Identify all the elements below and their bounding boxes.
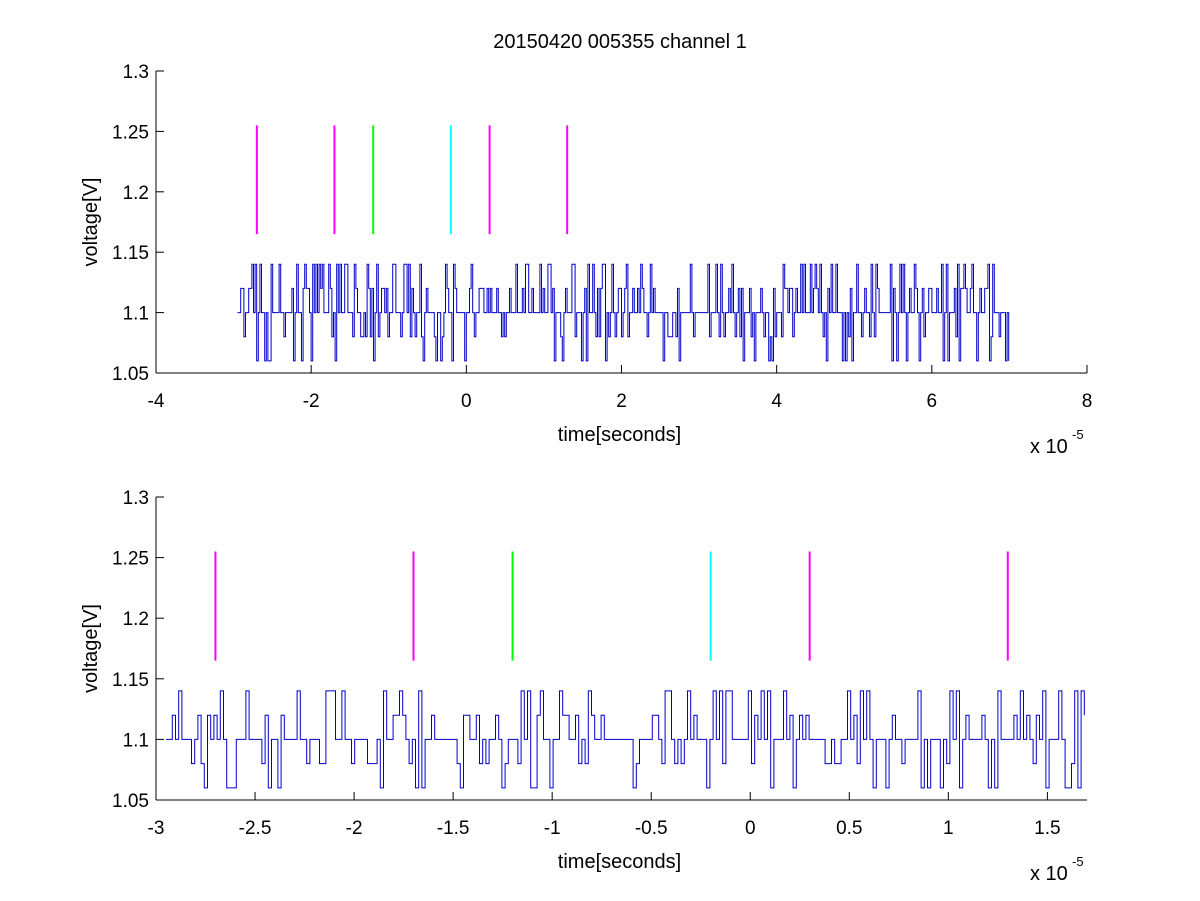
x-tick-label: -2 [346,818,363,839]
y-tick-label: 1.1 [123,304,149,325]
x-tick-label: 0 [461,391,472,412]
y-tick-label: 1.2 [123,183,149,204]
x-tick-label: 4 [771,391,782,412]
y-tick-label: 1.05 [112,364,149,385]
x-tick-label: 2 [616,391,627,412]
x-exponent-label: x 10 [1030,436,1068,458]
x-exponent-label: x 10 [1030,863,1068,885]
x-tick-label: -2.5 [239,818,272,839]
y-tick-label: 1.05 [112,791,149,812]
y-tick-label: 1.2 [123,609,149,630]
x-tick-label: -0.5 [635,818,668,839]
top-plot: 1.05 1.1 1.15 1.2 1.25 1.3 -4 -2 0 2 4 6 8 time[secon… [80,62,1092,458]
y-axis-label: voltage[V] [80,178,102,267]
y-tick-label: 1.25 [112,549,149,570]
y-tick-label: 1.1 [123,730,149,751]
x-tick-label: -4 [148,391,165,412]
y-tick-label: 1.15 [112,243,149,264]
x-tick-label: -2 [303,391,320,412]
x-tick-label: 1.5 [1034,818,1060,839]
x-tick-label: 8 [1082,391,1093,412]
y-tick-label: 1.3 [123,488,149,509]
x-exponent-power: -5 [1072,854,1084,869]
x-exponent-power: -5 [1072,427,1084,442]
y-tick-label: 1.25 [112,122,149,143]
x-tick-label: -1 [544,818,561,839]
figure-title: 20150420 005355 channel 1 [493,31,747,53]
x-tick-label: 0.5 [836,818,862,839]
x-tick-label: -1.5 [437,818,470,839]
x-tick-label: 6 [927,391,938,412]
x-tick-label: 0 [745,818,756,839]
signal-trace [237,263,1010,362]
signal-trace [165,690,1085,789]
x-axis-label: time[seconds] [558,424,681,446]
x-tick-label: -3 [148,818,165,839]
x-tick-label: 1 [943,818,954,839]
y-axis-label: voltage[V] [80,604,102,693]
bottom-plot: 1.05 1.1 1.15 1.2 1.25 1.3 -3 -2.5 -2 -1.5 -1 -0.5 0… [80,488,1087,885]
y-tick-label: 1.15 [112,670,149,691]
x-axis-label: time[seconds] [558,851,681,873]
y-tick-label: 1.3 [123,62,149,83]
